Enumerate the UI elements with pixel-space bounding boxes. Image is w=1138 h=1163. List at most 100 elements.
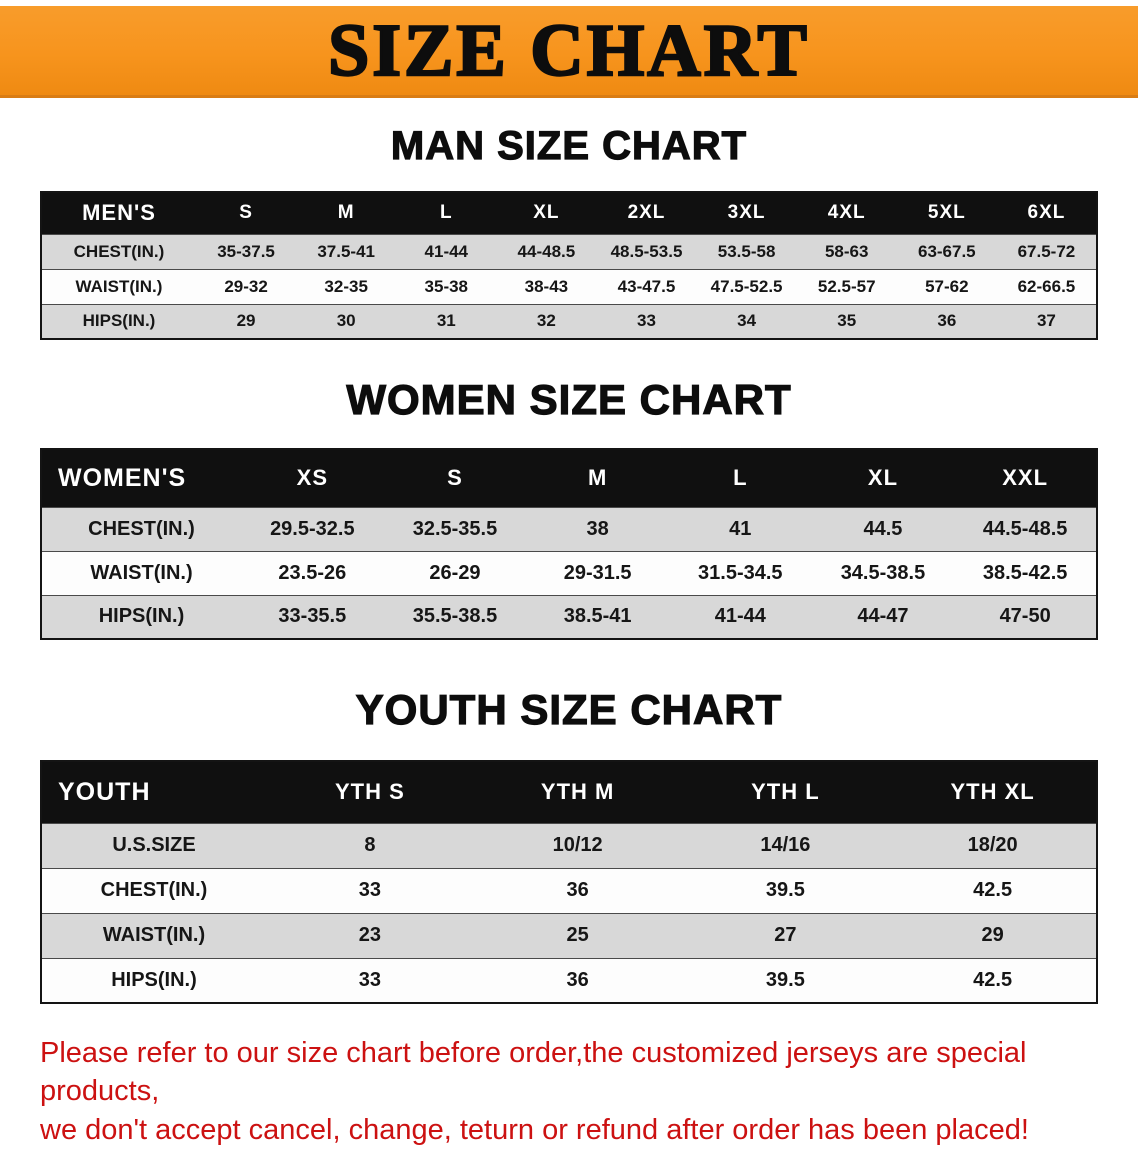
size-column-header: 6XL xyxy=(996,192,1097,234)
measurement-value-cell: 29 xyxy=(236,311,256,331)
measurement-row: CHEST(IN.) 35-37.5 37.5-41 41-44 44-48.5 48.5… xyxy=(41,234,1097,269)
size-column-header: YTH XL xyxy=(889,761,1097,823)
disclaimer-line-2: we don't accept cancel, change, teturn o… xyxy=(40,1113,1029,1146)
men-size-table: MEN'S S M L XL 2XL 3XL 4XL 5XL 6XL CHEST(IN.) 35-37… xyxy=(40,191,1098,340)
measurement-row: CHEST(IN.) 33 36 39.5 42.5 xyxy=(41,868,1097,913)
measurement-value-cell: 35-37.5 xyxy=(217,241,275,261)
measurement-value-cell: 33 xyxy=(358,879,381,901)
size-column-header: 2XL xyxy=(596,192,697,234)
size-column-header: XS xyxy=(241,449,384,507)
measurement-value-cell: 47-50 xyxy=(999,605,1051,628)
measurement-label-cell: WAIST(IN.) xyxy=(90,561,193,584)
measurement-value-cell: 48.5-53.5 xyxy=(610,241,683,261)
size-column-header: YTH S xyxy=(266,761,474,823)
page-title: SIZE CHART xyxy=(327,9,810,92)
measurement-value-cell: 38-43 xyxy=(524,276,569,296)
measurement-row: WAIST(IN.) 29-32 32-35 35-38 38-43 43-47.5 47.… xyxy=(41,269,1097,304)
youth-section-heading: YOUTH SIZE CHART xyxy=(355,685,783,733)
measurement-row: WAIST(IN.) 23.5-26 26-29 29-31.5 31.5-34.5 34… xyxy=(41,551,1097,595)
size-column-header: S xyxy=(383,449,527,507)
measurement-value-cell: 57-62 xyxy=(925,276,969,296)
measurement-value-cell: 29.5-32.5 xyxy=(270,517,355,540)
measurement-value-cell: 31 xyxy=(436,311,456,331)
measurement-value-cell: 30 xyxy=(336,311,356,331)
women-section-heading: WOMEN SIZE CHART xyxy=(346,375,792,423)
measurement-value-cell: 44-47 xyxy=(857,605,909,628)
size-column-header: XXL xyxy=(954,449,1097,507)
measurement-value-cell: 36 xyxy=(566,968,589,991)
measurement-value-cell: 38.5-41 xyxy=(563,605,632,628)
measurement-value-cell: 41-44 xyxy=(424,241,469,261)
measurement-value-cell: 47.5-52.5 xyxy=(710,276,783,296)
measurement-row: HIPS(IN.) 33-35.5 35.5-38.5 38.5-41 41-44 44-… xyxy=(41,595,1097,639)
measurement-value-cell: 35-38 xyxy=(424,276,469,296)
measurement-value-cell: 42.5 xyxy=(973,968,1013,991)
measurement-value-cell: 63-67.5 xyxy=(917,241,976,261)
measurement-value-cell: 10/12 xyxy=(552,834,603,856)
measurement-value-cell: 33 xyxy=(358,968,381,991)
men-section-heading: MAN SIZE CHART xyxy=(390,123,748,168)
measurement-value-cell: 35.5-38.5 xyxy=(412,605,498,628)
size-column-header: YTH L xyxy=(681,761,890,823)
measurement-value-cell: 33-35.5 xyxy=(278,605,347,628)
measurement-value-cell: 27 xyxy=(774,924,797,946)
size-column-header: L xyxy=(396,192,497,234)
measurement-value-cell: 14/16 xyxy=(760,834,811,856)
measurement-value-cell: 31.5-34.5 xyxy=(698,561,783,584)
measurement-value-cell: 34 xyxy=(737,311,757,331)
size-column-header: 3XL xyxy=(696,192,797,234)
measurement-value-cell: 44-48.5 xyxy=(517,241,576,261)
measurement-label-cell: HIPS(IN.) xyxy=(82,311,156,331)
size-column-header: 4XL xyxy=(796,192,897,234)
table-title-cell: MEN'S xyxy=(41,192,196,234)
size-column-header: XL xyxy=(496,192,597,234)
measurement-value-cell: 34.5-38.5 xyxy=(840,561,926,584)
measurement-value-cell: 62-66.5 xyxy=(1017,276,1076,296)
measurement-value-cell: 42.5 xyxy=(973,879,1013,901)
measurement-value-cell: 44.5-48.5 xyxy=(982,517,1068,540)
size-table-header-row: WOMEN'S XS S M L XL XXL xyxy=(41,449,1097,507)
measurement-value-cell: 29-31.5 xyxy=(563,561,632,584)
measurement-value-cell: 36 xyxy=(937,311,957,331)
measurement-value-cell: 33 xyxy=(637,311,656,331)
size-column-header: M xyxy=(526,449,669,507)
women-size-table: WOMEN'S XS S M L XL XXL CHEST(IN.) 29.5-32.5 32.5… xyxy=(40,448,1098,640)
measurement-value-cell: 37 xyxy=(1036,311,1056,331)
size-table-header-row: MEN'S S M L XL 2XL 3XL 4XL 5XL 6XL xyxy=(41,192,1097,234)
measurement-value-cell: 43-47.5 xyxy=(617,276,676,296)
measurement-value-cell: 23 xyxy=(358,924,381,946)
measurement-value-cell: 38.5-42.5 xyxy=(982,561,1068,584)
measurement-value-cell: 8 xyxy=(364,834,376,856)
measurement-value-cell: 29 xyxy=(981,924,1004,946)
size-column-header: YTH M xyxy=(473,761,682,823)
measurement-label-cell: HIPS(IN.) xyxy=(98,605,185,628)
measurement-value-cell: 37.5-41 xyxy=(317,241,375,261)
measurement-label-cell: U.S.SIZE xyxy=(112,834,196,856)
women-size-section: WOMEN SIZE CHART WOMEN'S XS S M L XL XXL CHEST(… xyxy=(0,375,1138,640)
measurement-value-cell: 32-35 xyxy=(324,276,368,296)
measurement-value-cell: 41-44 xyxy=(714,605,766,628)
table-title-cell: WOMEN'S xyxy=(41,449,241,507)
size-column-header: L xyxy=(668,449,812,507)
measurement-value-cell: 36 xyxy=(566,879,589,901)
measurement-value-cell: 35 xyxy=(837,311,857,331)
measurement-value-cell: 39.5 xyxy=(765,879,805,901)
measurement-label-cell: CHEST(IN.) xyxy=(73,241,165,261)
measurement-label-cell: HIPS(IN.) xyxy=(111,968,197,991)
measurement-row: HIPS(IN.) 29 30 31 32 33 34 35 36 37 xyxy=(41,304,1097,339)
measurement-value-cell: 29-32 xyxy=(224,276,268,296)
table-title-cell: YOUTH xyxy=(41,761,266,823)
measurement-value-cell: 67.5-72 xyxy=(1017,241,1076,261)
measurement-value-cell: 25 xyxy=(566,924,589,946)
measurement-row: U.S.SIZE 8 10/12 14/16 18/20 xyxy=(41,823,1097,868)
youth-size-table: YOUTH YTH S YTH M YTH L YTH XL U.S.SIZE 8 10/12… xyxy=(40,760,1098,1004)
size-table-header-row: YOUTH YTH S YTH M YTH L YTH XL xyxy=(41,761,1097,823)
measurement-row: CHEST(IN.) 29.5-32.5 32.5-35.5 38 41 44.5 44.5… xyxy=(41,507,1097,551)
measurement-value-cell: 52.5-57 xyxy=(817,276,876,296)
measurement-label-cell: WAIST(IN.) xyxy=(102,924,206,946)
measurement-value-cell: 41 xyxy=(729,517,752,540)
disclaimer-line-1: Please refer to our size chart before or… xyxy=(40,1037,1027,1108)
measurement-value-cell: 26-29 xyxy=(429,561,481,584)
measurement-row: WAIST(IN.) 23 25 27 29 xyxy=(41,913,1097,958)
men-size-section: MAN SIZE CHART MEN'S S M L XL 2XL 3XL 4XL 5XL 6XL… xyxy=(0,123,1138,340)
